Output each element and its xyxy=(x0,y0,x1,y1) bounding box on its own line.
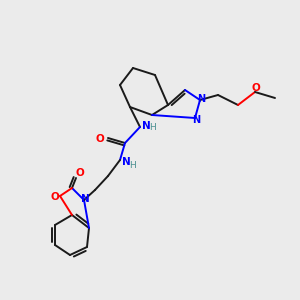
Text: O: O xyxy=(51,192,59,202)
Text: N: N xyxy=(192,115,200,125)
Text: O: O xyxy=(76,168,84,178)
Text: H: H xyxy=(150,124,156,133)
Text: H: H xyxy=(130,160,136,169)
Text: N: N xyxy=(122,157,130,167)
Text: O: O xyxy=(252,83,260,93)
Text: N: N xyxy=(142,121,150,131)
Text: O: O xyxy=(96,134,104,144)
Text: N: N xyxy=(197,94,205,104)
Text: N: N xyxy=(81,194,89,204)
